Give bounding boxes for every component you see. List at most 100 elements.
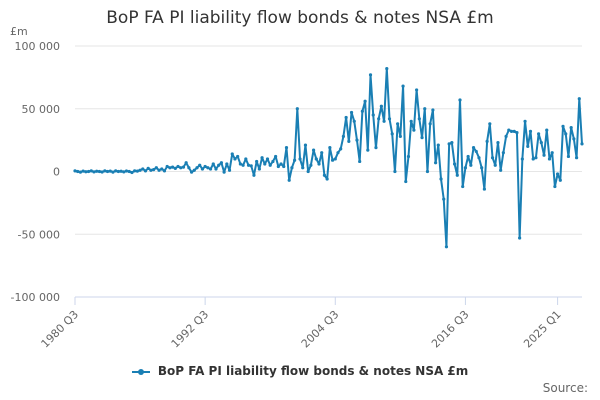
data-point — [160, 167, 164, 171]
data-point — [461, 184, 465, 189]
data-point — [103, 169, 107, 173]
data-point — [458, 98, 462, 102]
data-point — [379, 104, 383, 108]
data-point — [542, 153, 546, 157]
data-point — [423, 107, 427, 111]
data-point — [355, 138, 359, 142]
data-point — [95, 169, 99, 173]
data-point — [303, 143, 308, 147]
data-point — [252, 173, 256, 177]
data-point — [528, 129, 533, 133]
data-point — [116, 169, 120, 174]
data-point — [301, 166, 305, 170]
data-point — [415, 88, 419, 92]
legend-label[interactable]: BoP FA PI liability flow bonds & notes N… — [157, 364, 469, 378]
y-tick-label: 0 — [53, 166, 60, 179]
legend-swatch — [131, 367, 150, 377]
data-point — [509, 129, 514, 133]
data-point — [284, 146, 289, 150]
data-point — [368, 73, 373, 77]
data-point — [409, 119, 413, 123]
data-point — [580, 142, 584, 146]
data-point — [545, 128, 549, 132]
data-point — [433, 161, 438, 165]
data-point — [501, 151, 505, 155]
data-point — [428, 122, 432, 126]
chart-title: BoP FA PI liability flow bonds & notes N… — [106, 8, 494, 28]
series-line — [74, 67, 583, 248]
data-point — [78, 170, 83, 174]
data-point — [263, 162, 267, 166]
data-point — [447, 142, 451, 146]
data-point — [179, 166, 183, 170]
data-point — [268, 163, 272, 167]
data-series — [73, 66, 584, 249]
data-point — [203, 164, 207, 169]
data-point — [439, 177, 443, 181]
y-axis-ticks: 100 000 50 000 0 -50 000 -100 000 — [11, 40, 60, 304]
data-point — [385, 66, 389, 71]
data-point — [463, 166, 468, 170]
data-point — [396, 122, 400, 126]
data-point — [222, 170, 226, 174]
data-point — [442, 197, 446, 201]
data-point — [504, 134, 508, 138]
data-point — [431, 108, 435, 112]
data-point — [157, 168, 161, 172]
data-point — [225, 162, 229, 166]
data-point — [398, 134, 402, 138]
data-point — [469, 163, 473, 167]
data-point — [86, 169, 91, 174]
data-point — [309, 163, 313, 167]
data-point — [363, 99, 367, 103]
data-point — [181, 165, 186, 169]
data-point — [537, 132, 541, 136]
data-point — [404, 179, 408, 184]
data-point — [358, 159, 362, 164]
data-point — [455, 173, 459, 177]
data-point — [336, 151, 340, 155]
data-point — [249, 164, 253, 168]
data-point — [341, 134, 346, 138]
data-point — [76, 169, 80, 174]
data-point — [92, 170, 96, 174]
data-point — [295, 107, 299, 111]
data-point — [143, 169, 148, 173]
data-point — [507, 128, 511, 132]
data-point — [320, 151, 324, 155]
data-point — [477, 156, 481, 160]
data-point — [84, 170, 88, 174]
data-point — [265, 157, 270, 161]
data-point — [138, 168, 142, 172]
data-point — [192, 168, 196, 172]
data-point — [274, 154, 278, 159]
data-point — [366, 148, 370, 152]
data-point — [572, 137, 576, 141]
data-point — [198, 163, 202, 167]
data-point — [230, 152, 234, 156]
data-point — [141, 167, 145, 171]
data-point — [377, 117, 381, 121]
legend[interactable]: BoP FA PI liability flow bonds & notes N… — [0, 364, 600, 378]
data-point — [347, 139, 351, 143]
data-point — [287, 178, 291, 182]
data-point — [149, 168, 153, 172]
data-point — [241, 163, 245, 167]
data-point — [200, 167, 205, 171]
data-point — [328, 146, 332, 150]
data-point — [425, 169, 430, 174]
data-point — [330, 158, 335, 162]
data-point — [168, 166, 172, 170]
data-point — [111, 170, 115, 174]
data-point — [515, 130, 519, 135]
data-point — [217, 163, 221, 167]
data-point — [89, 169, 93, 173]
data-point — [162, 169, 167, 173]
data-point — [333, 157, 337, 161]
data-point — [344, 115, 348, 120]
data-point — [244, 157, 248, 161]
data-point — [171, 165, 175, 169]
data-point — [523, 119, 527, 123]
data-point — [135, 169, 139, 173]
